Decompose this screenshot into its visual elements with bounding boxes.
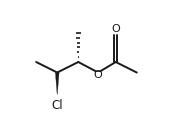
Polygon shape [55, 73, 59, 94]
Bar [50, 101, 65, 109]
Text: O: O [111, 24, 120, 34]
Bar [111, 26, 121, 32]
Bar [93, 72, 103, 78]
Text: O: O [94, 70, 103, 80]
Text: Cl: Cl [51, 99, 63, 112]
